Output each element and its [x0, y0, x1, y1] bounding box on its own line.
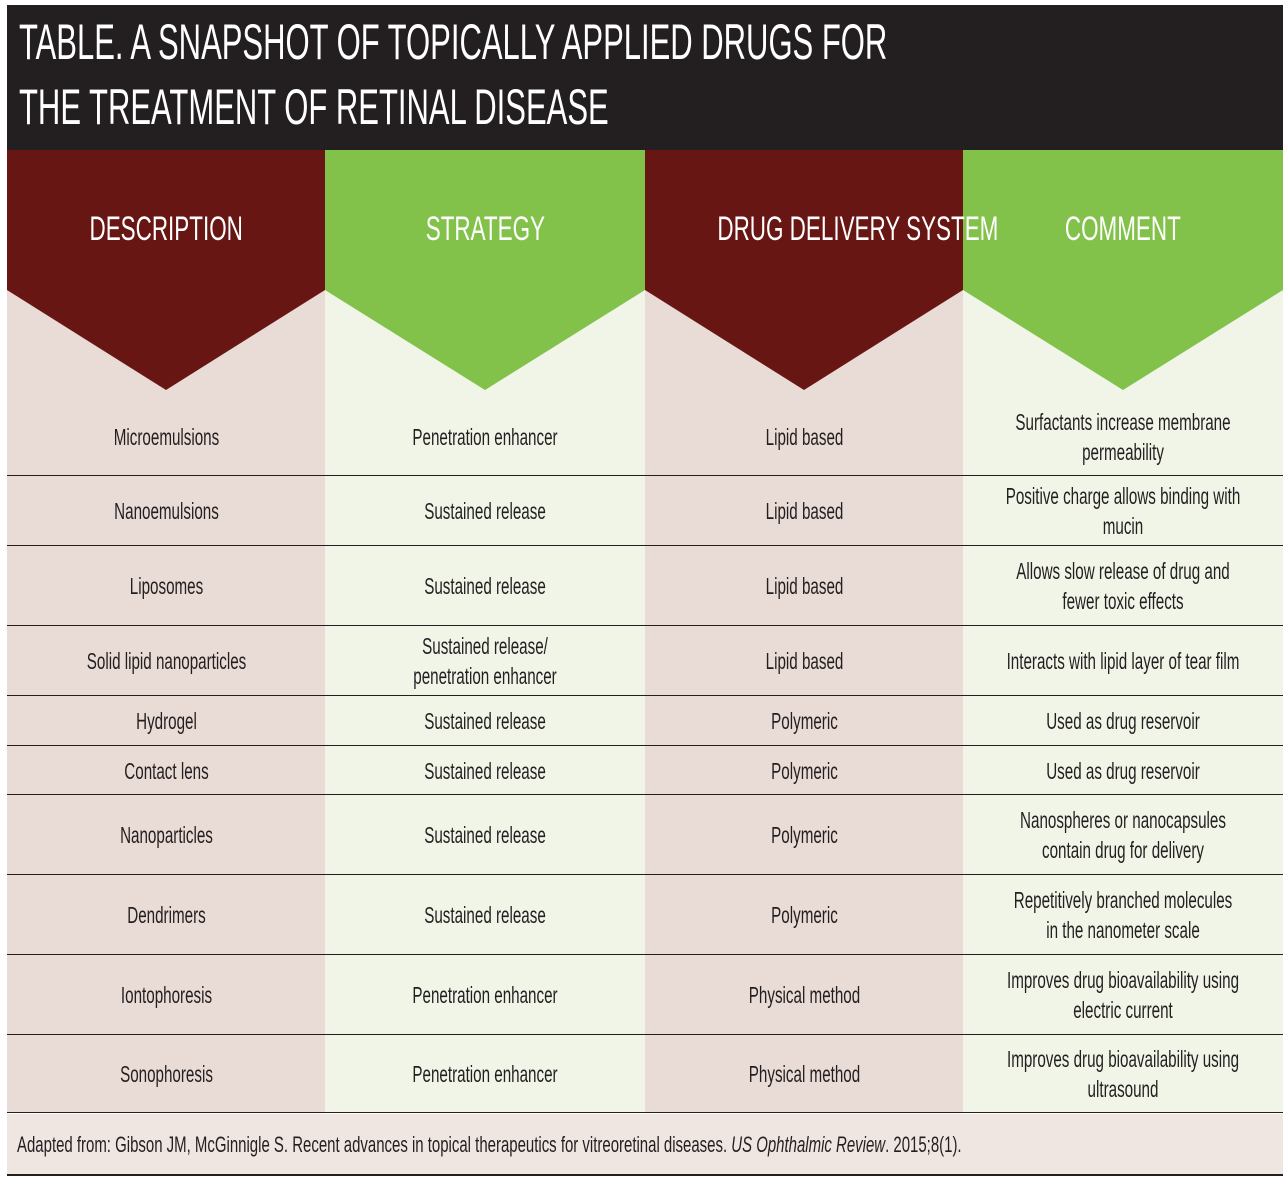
header-description: DESCRIPTION [89, 210, 243, 248]
cell-description: Iontophoresis [120, 982, 212, 1008]
header-chevron-description [7, 150, 325, 390]
cell-comment: Used as drug reservoir [1046, 757, 1200, 784]
cell-description: Microemulsions [113, 423, 219, 450]
header-strategy: STRATEGY [425, 210, 545, 248]
table-row: Liposomes Sustained release Lipid based All… [7, 547, 1283, 626]
cell-strategy: Sustained release [424, 902, 546, 928]
table-row: Microemulsions Penetration enhancer Lipid … [7, 398, 1283, 476]
cell-description: Hydrogel [135, 708, 197, 734]
table-row: Iontophoresis Penetration enhancer Physica… [7, 956, 1283, 1035]
cell-comment: Improves drug bioavailability using ultr… [1006, 1046, 1240, 1102]
cell-description: Nanoparticles [119, 822, 213, 848]
cell-delivery-system: Physical method [748, 1061, 860, 1087]
table-title: TABLE. A SNAPSHOT OF TOPICALLY APPLIED D… [7, 5, 1283, 150]
source-footnote: Adapted from: Gibson JM, McGinnigle S. R… [7, 1114, 1283, 1176]
cell-comment: Repetitively branched molecules in the n… [1013, 887, 1233, 943]
cell-delivery-system: Lipid based [765, 498, 843, 524]
table-row: Nanoemulsions Sustained release Lipid base… [7, 477, 1283, 546]
header-chevron-comment [963, 150, 1283, 390]
table-row: Nanoparticles Sustained release Polymeric N… [7, 796, 1283, 875]
title-line-2: THE TREATMENT OF RETINAL DISEASE [19, 79, 609, 135]
table-row: Dendrimers Sustained release Polymeric Repe… [7, 876, 1283, 955]
footnote-text: Adapted from: Gibson JM, McGinnigle S. R… [17, 1132, 732, 1157]
cell-delivery-system: Lipid based [765, 573, 843, 599]
cell-strategy: Penetration enhancer [412, 1061, 558, 1087]
cell-strategy: Penetration enhancer [412, 982, 558, 1008]
footnote-citation: . 2015;8(1). [885, 1132, 962, 1157]
cell-description: Nanoemulsions [113, 498, 219, 524]
header-chevron-strategy [325, 150, 645, 390]
cell-comment: Nanospheres or nanocapsules contain drug… [1020, 807, 1226, 863]
cell-comment: Positive charge allows binding with muci… [1005, 483, 1241, 539]
cell-strategy: Sustained release [424, 822, 546, 848]
cell-comment: Surfactants increase membrane permeabili… [1015, 408, 1231, 465]
cell-delivery-system: Polymeric [770, 757, 838, 784]
cell-description: Sonophoresis [119, 1061, 213, 1087]
cell-description: Liposomes [129, 573, 203, 599]
header-chevron-delivery [645, 150, 963, 390]
title-line-1: TABLE. A SNAPSHOT OF TOPICALLY APPLIED D… [19, 14, 888, 70]
cell-strategy: Sustained release [424, 498, 546, 524]
cell-description: Contact lens [123, 757, 209, 784]
cell-strategy: Sustained release [424, 573, 546, 599]
cell-comment: Interacts with lipid layer of tear film [1006, 648, 1240, 674]
table-row: Hydrogel Sustained release Polymeric Used a… [7, 697, 1283, 746]
cell-strategy: Sustained release [424, 757, 546, 784]
cell-delivery-system: Polymeric [770, 902, 838, 928]
table-row: Solid lipid nanoparticles Sustained relea… [7, 627, 1283, 696]
header-chevrons [7, 150, 1283, 390]
footnote-journal: US Ophthalmic Review [731, 1132, 886, 1157]
cell-delivery-system: Polymeric [770, 708, 838, 734]
table-row: Sonophoresis Penetration enhancer Physical… [7, 1036, 1283, 1113]
table-row: Contact lens Sustained release Polymeric Us… [7, 747, 1283, 795]
cell-delivery-system: Lipid based [765, 423, 843, 450]
cell-strategy: Sustained release [424, 708, 546, 734]
cell-comment: Used as drug reservoir [1046, 708, 1200, 734]
cell-comment: Allows slow release of drug and fewer to… [1016, 558, 1230, 614]
cell-delivery-system: Polymeric [770, 822, 838, 848]
header-comment: COMMENT [1065, 210, 1181, 248]
cell-delivery-system: Physical method [748, 982, 860, 1008]
header-drug-delivery-system: DRUG DELIVERY SYSTEM [717, 210, 999, 248]
cell-delivery-system: Lipid based [765, 648, 843, 674]
cell-description: Solid lipid nanoparticles [86, 648, 246, 674]
cell-strategy: Penetration enhancer [412, 423, 558, 450]
cell-strategy: Sustained release/ penetration enhancer [413, 633, 557, 689]
cell-comment: Improves drug bioavailability using elec… [1006, 967, 1240, 1023]
cell-description: Dendrimers [126, 902, 206, 928]
